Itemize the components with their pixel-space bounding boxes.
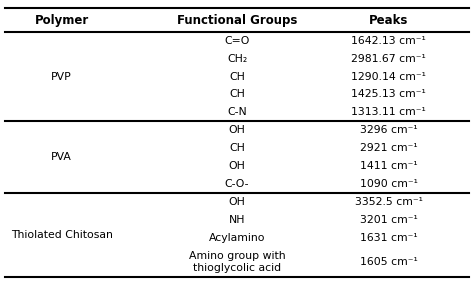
Text: Functional Groups: Functional Groups — [177, 14, 297, 27]
Text: Acylamino: Acylamino — [209, 233, 265, 243]
Text: OH: OH — [228, 197, 246, 207]
Text: 1411 cm⁻¹: 1411 cm⁻¹ — [360, 161, 418, 171]
Text: C-O-: C-O- — [225, 179, 249, 189]
Text: 3201 cm⁻¹: 3201 cm⁻¹ — [360, 215, 418, 225]
Text: 1313.11 cm⁻¹: 1313.11 cm⁻¹ — [351, 107, 426, 117]
Text: C=O: C=O — [224, 36, 250, 46]
Text: 2921 cm⁻¹: 2921 cm⁻¹ — [360, 143, 418, 153]
Text: 1425.13 cm⁻¹: 1425.13 cm⁻¹ — [351, 89, 426, 99]
Text: NH: NH — [229, 215, 245, 225]
Text: CH₂: CH₂ — [227, 53, 247, 64]
Text: CH: CH — [229, 89, 245, 99]
Text: 1642.13 cm⁻¹: 1642.13 cm⁻¹ — [351, 36, 426, 46]
Text: PVP: PVP — [51, 72, 72, 82]
Text: OH: OH — [228, 125, 246, 135]
Text: 2981.67 cm⁻¹: 2981.67 cm⁻¹ — [351, 53, 426, 64]
Text: Amino group with
thioglycolic acid: Amino group with thioglycolic acid — [189, 251, 285, 273]
Text: 3352.5 cm⁻¹: 3352.5 cm⁻¹ — [355, 197, 423, 207]
Text: CH: CH — [229, 72, 245, 82]
Text: Thiolated Chitosan: Thiolated Chitosan — [11, 230, 112, 240]
Text: C-N: C-N — [227, 107, 247, 117]
Text: Polymer: Polymer — [35, 14, 89, 27]
Text: Peaks: Peaks — [369, 14, 409, 27]
Text: CH: CH — [229, 143, 245, 153]
Text: 1631 cm⁻¹: 1631 cm⁻¹ — [360, 233, 418, 243]
Text: 1605 cm⁻¹: 1605 cm⁻¹ — [360, 257, 418, 267]
Text: 1090 cm⁻¹: 1090 cm⁻¹ — [360, 179, 418, 189]
Text: OH: OH — [228, 161, 246, 171]
Text: 1290.14 cm⁻¹: 1290.14 cm⁻¹ — [351, 72, 426, 82]
Text: 3296 cm⁻¹: 3296 cm⁻¹ — [360, 125, 418, 135]
Text: PVA: PVA — [51, 152, 72, 162]
